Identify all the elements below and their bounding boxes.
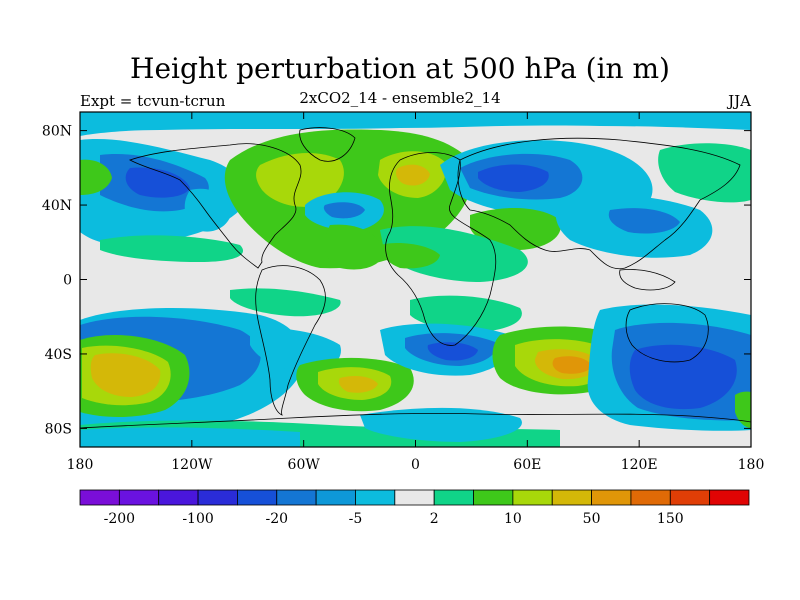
colorbar-label: -5 bbox=[349, 511, 363, 527]
coastline-asia bbox=[457, 137, 741, 270]
coastline-europe-africa bbox=[385, 152, 497, 346]
contour-fill-south-africa-deep bbox=[427, 342, 478, 361]
contour-fill-indian-ocean-teal bbox=[230, 288, 341, 317]
coastline-antarctica bbox=[80, 412, 751, 429]
colorbar-swatch bbox=[197, 489, 238, 506]
colorbar-swatch bbox=[118, 489, 160, 506]
contour-fill-south-atlantic-gold bbox=[338, 376, 378, 393]
colorbar-swatch bbox=[433, 489, 474, 506]
coastline-southeast-asia bbox=[619, 269, 676, 291]
contour-fill-east-asia-mid bbox=[608, 208, 680, 234]
colorbar-label: 10 bbox=[504, 511, 522, 527]
coastline-australia bbox=[625, 303, 709, 363]
contour-fill-atlantic-low-core bbox=[323, 202, 365, 219]
colorbar-swatch bbox=[276, 489, 317, 506]
contour-fill-central-asia-green bbox=[470, 208, 561, 250]
colorbar-swatch bbox=[551, 489, 592, 506]
contour-fill-southern-ocean-deep bbox=[629, 344, 737, 410]
contour-fill-south-pacific-gold bbox=[90, 353, 161, 397]
contour-fills bbox=[80, 112, 751, 447]
colorbar-swatch bbox=[237, 489, 278, 506]
colorbar-swatch bbox=[355, 489, 396, 506]
colorbar-swatch bbox=[512, 489, 553, 506]
map-plot-area: 180 120W 60W 0 60E 120E 180 80N 40N 0 40S 80S bbox=[42, 111, 764, 473]
colorbar: -200 -100 -20 -5 2 10 50 150 bbox=[79, 489, 750, 527]
coastlines bbox=[80, 127, 751, 429]
colorbar-label: -200 bbox=[104, 511, 135, 527]
y-tick-label: 80S bbox=[45, 421, 72, 437]
colorbar-label: 2 bbox=[430, 511, 439, 527]
contour-fill-central-asia-teal bbox=[380, 226, 528, 282]
colorbar-swatch bbox=[158, 489, 199, 506]
contour-fill-tropical-east-pacific bbox=[184, 188, 232, 232]
coastline-south-america bbox=[255, 265, 326, 416]
colorbar-swatch bbox=[473, 489, 514, 506]
contour-fill-east-edge-green bbox=[735, 391, 751, 428]
contour-fill-north-atlantic-yellow bbox=[256, 153, 344, 207]
y-tick-label: 80N bbox=[42, 124, 72, 140]
y-tick-label: 40S bbox=[45, 347, 72, 363]
map-ticks: 180 120W 60W 0 60E 120E 180 80N 40N 0 40S 80S bbox=[42, 112, 764, 473]
coastline-greenland bbox=[299, 127, 356, 162]
contour-fill-south-atlantic-teal bbox=[410, 295, 522, 332]
x-tick-label: 180 bbox=[67, 457, 94, 473]
colorbar-swatch bbox=[315, 489, 356, 506]
experiment-label: Expt = tcvun-tcrun bbox=[80, 92, 226, 110]
x-tick-label: 60W bbox=[288, 457, 321, 473]
x-tick-label: 180 bbox=[738, 457, 765, 473]
contour-fill-north-pacific-deep bbox=[125, 167, 190, 198]
contour-fill-tropical-pacific-teal bbox=[100, 235, 244, 262]
map-title: Height perturbation at 500 hPa (in m) bbox=[130, 52, 670, 85]
y-tick-label: 40N bbox=[42, 198, 72, 214]
x-tick-label: 0 bbox=[411, 457, 420, 473]
colorbar-label: -20 bbox=[265, 511, 288, 527]
colorbar-swatch bbox=[709, 489, 750, 506]
colorbar-label: -100 bbox=[182, 511, 213, 527]
colorbar-swatch bbox=[669, 489, 711, 506]
contour-fill-antarctic-blue bbox=[360, 407, 522, 442]
colorbar-swatch bbox=[630, 489, 671, 506]
ensemble-label: 2xCO2_14 - ensemble2_14 bbox=[299, 89, 501, 107]
contour-fill-south-america-green bbox=[324, 224, 385, 270]
x-tick-label: 120E bbox=[621, 457, 658, 473]
coastline-north-america bbox=[128, 143, 302, 269]
contour-fill-antarctic-blue-west bbox=[80, 427, 300, 447]
contour-fill-west-edge-green bbox=[80, 159, 112, 195]
x-tick-label: 60E bbox=[513, 457, 541, 473]
contour-fill-europe-gold bbox=[396, 164, 430, 186]
season-label: JJA bbox=[728, 92, 751, 110]
contour-fill-siberia-deep bbox=[478, 164, 549, 192]
colorbar-swatch bbox=[394, 489, 435, 506]
contour-fill-arctic-blue bbox=[80, 112, 751, 136]
colorbar-swatch bbox=[591, 489, 632, 506]
x-tick-label: 120W bbox=[171, 457, 213, 473]
colorbar-label: 50 bbox=[583, 511, 601, 527]
colorbar-swatch bbox=[79, 489, 120, 506]
contour-fill-indian-south-orange bbox=[552, 356, 592, 374]
colorbar-label: 150 bbox=[657, 511, 684, 527]
y-tick-label: 0 bbox=[63, 273, 72, 289]
contour-fill-africa-tropics-green bbox=[379, 243, 440, 269]
contour-fill-nw-pacific-green bbox=[658, 143, 751, 203]
